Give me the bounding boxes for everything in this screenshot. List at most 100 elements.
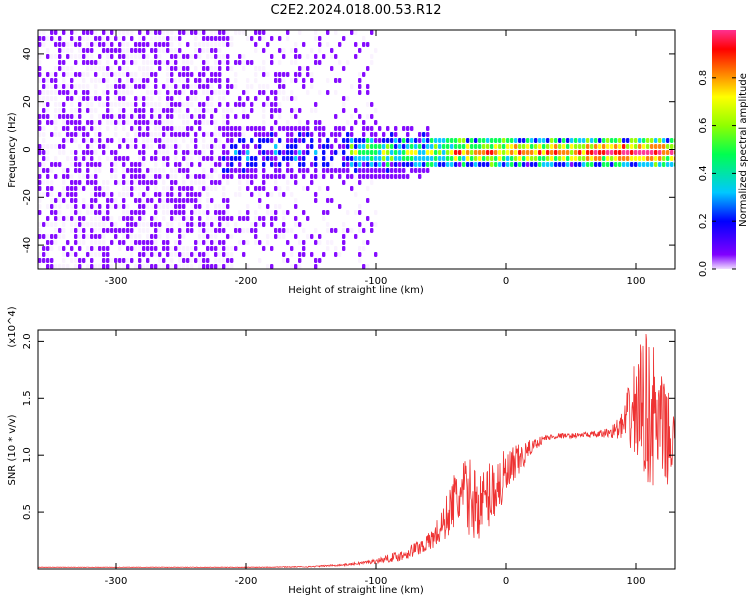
- heatmap-cell: [202, 210, 206, 215]
- heatmap-cell: [134, 186, 138, 191]
- heatmap-cell: [262, 114, 266, 119]
- heatmap-cell: [306, 168, 310, 173]
- heatmap-cell: [362, 156, 366, 161]
- heatmap-cell: [62, 192, 66, 197]
- heatmap-cell: [318, 42, 322, 47]
- heatmap-cell: [506, 150, 510, 155]
- heatmap-cell: [166, 66, 170, 71]
- heatmap-cell: [322, 126, 326, 131]
- heatmap-cell: [278, 60, 282, 65]
- heatmap-cell: [226, 258, 230, 263]
- heatmap-cell: [78, 228, 82, 233]
- heatmap-cell: [170, 144, 174, 149]
- heatmap-cell: [98, 264, 102, 269]
- heatmap-cell: [82, 60, 86, 65]
- heatmap-cell: [146, 180, 150, 185]
- heatmap-cell: [82, 234, 86, 239]
- heatmap-cell: [102, 228, 106, 233]
- heatmap-cell: [42, 108, 46, 113]
- heatmap-cell: [378, 126, 382, 131]
- heatmap-cell: [298, 132, 302, 137]
- heatmap-cell: [190, 162, 194, 167]
- heatmap-cell: [106, 78, 110, 83]
- heatmap-cell: [110, 54, 114, 59]
- heatmap-cell: [222, 264, 226, 269]
- heatmap-cell: [222, 198, 226, 203]
- heatmap-cell: [618, 162, 622, 167]
- heatmap-cell: [282, 72, 286, 77]
- heatmap-cell: [66, 138, 70, 143]
- heatmap-cell: [174, 156, 178, 161]
- heatmap-cell: [78, 102, 82, 107]
- heatmap-cell: [238, 180, 242, 185]
- heatmap-cell: [542, 144, 546, 149]
- heatmap-cell: [402, 168, 406, 173]
- heatmap-cell: [122, 264, 126, 269]
- heatmap-cell: [614, 138, 618, 143]
- heatmap-cell: [178, 30, 182, 35]
- heatmap-cell: [246, 36, 250, 41]
- heatmap-cell: [394, 150, 398, 155]
- heatmap-cell: [166, 192, 170, 197]
- heatmap-cell: [182, 216, 186, 221]
- heatmap-cell: [222, 42, 226, 47]
- heatmap-cell: [358, 252, 362, 257]
- heatmap-cell: [366, 126, 370, 131]
- heatmap-cell: [326, 222, 330, 227]
- heatmap-cell: [86, 222, 90, 227]
- snr-x-tick-label: -300: [105, 576, 128, 587]
- heatmap-cell: [290, 228, 294, 233]
- heatmap-cell: [198, 102, 202, 107]
- heatmap-cell: [66, 252, 70, 257]
- heatmap-cell: [170, 258, 174, 263]
- heatmap-cell: [50, 132, 54, 137]
- heatmap-cell: [402, 150, 406, 155]
- heatmap-cell: [294, 96, 298, 101]
- heatmap-cell: [38, 258, 42, 263]
- heatmap-cell: [86, 204, 90, 209]
- heatmap-cell: [46, 216, 50, 221]
- heatmap-cell: [162, 264, 166, 269]
- heatmap-cell: [646, 138, 650, 143]
- heatmap-cell: [262, 132, 266, 137]
- heatmap-cell: [214, 210, 218, 215]
- heatmap-cell: [554, 138, 558, 143]
- heatmap-cell: [122, 210, 126, 215]
- heatmap-cell: [166, 132, 170, 137]
- heatmap-cell: [54, 204, 58, 209]
- heatmap-cell: [46, 144, 50, 149]
- heatmap-cell: [150, 42, 154, 47]
- heatmap-cell: [302, 78, 306, 83]
- heatmap-cell: [114, 126, 118, 131]
- heatmap-cell: [530, 138, 534, 143]
- heatmap-cell: [266, 210, 270, 215]
- heatmap-cell: [210, 66, 214, 71]
- heatmap-cell: [542, 138, 546, 143]
- heatmap-cell: [286, 120, 290, 125]
- heatmap-cell: [206, 222, 210, 227]
- heatmap-cell: [230, 36, 234, 41]
- heatmap-cell: [166, 156, 170, 161]
- heatmap-cell: [150, 138, 154, 143]
- heatmap-cell: [350, 186, 354, 191]
- heatmap-cell: [362, 228, 366, 233]
- heatmap-cell: [126, 102, 130, 107]
- heatmap-cell: [274, 102, 278, 107]
- heatmap-cell: [170, 264, 174, 269]
- heatmap-cell: [70, 192, 74, 197]
- heatmap-cell: [94, 198, 98, 203]
- heatmap-cell: [134, 198, 138, 203]
- heatmap-cell: [158, 168, 162, 173]
- heatmap-cell: [274, 234, 278, 239]
- heatmap-cell: [362, 240, 366, 245]
- heatmap-cell: [274, 126, 278, 131]
- heatmap-cell: [254, 222, 258, 227]
- heatmap-cell: [446, 138, 450, 143]
- heatmap-cell: [222, 216, 226, 221]
- heatmap-cell: [158, 120, 162, 125]
- heatmap-cell: [74, 210, 78, 215]
- heatmap-cell: [626, 144, 630, 149]
- heatmap-cell: [318, 138, 322, 143]
- heatmap-cell: [138, 84, 142, 89]
- heatmap-cell: [130, 120, 134, 125]
